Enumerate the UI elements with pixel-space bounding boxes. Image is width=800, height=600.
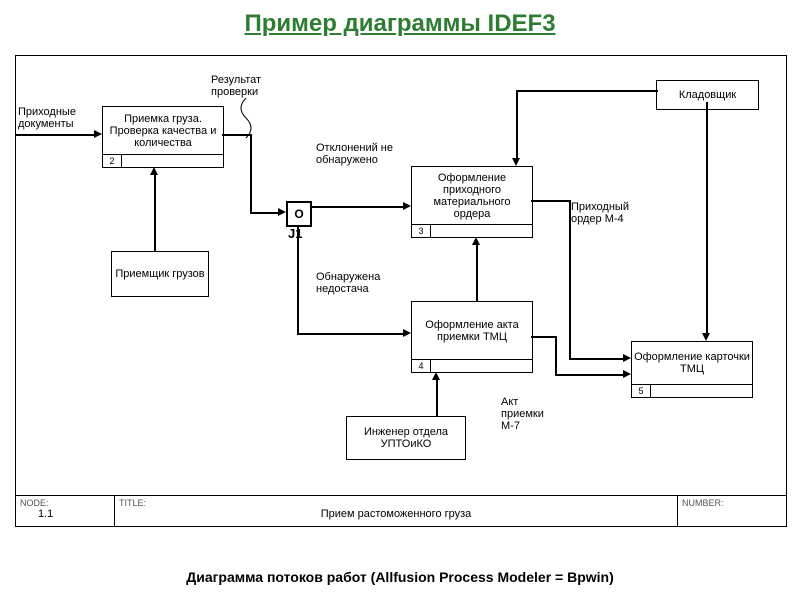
footer-title-label: TITLE: bbox=[119, 498, 673, 508]
arrow bbox=[531, 200, 571, 202]
junction-id: J1 bbox=[288, 226, 302, 241]
junction-j1: O bbox=[286, 201, 312, 227]
label-act-m7: Акт приемки М-7 bbox=[501, 396, 561, 432]
arrow bbox=[555, 374, 625, 376]
process-box-2: Приемка груза. Проверка качества и колич… bbox=[102, 106, 224, 168]
arrow-head bbox=[403, 202, 411, 210]
arrow-head bbox=[512, 158, 520, 166]
arrow-head bbox=[702, 333, 710, 341]
actor-engineer: Инженер отдела УПТОиКО bbox=[346, 416, 466, 460]
diagram-footer: NODE: 1.1 TITLE: Прием растоможенного гр… bbox=[16, 495, 786, 526]
arrow bbox=[569, 200, 571, 360]
arrow bbox=[706, 102, 708, 335]
arrow bbox=[476, 244, 478, 301]
arrow bbox=[531, 336, 557, 338]
label-order-m4: Приходный ордер М-4 bbox=[571, 201, 651, 225]
footer-node-label: NODE: bbox=[20, 498, 110, 508]
arrow-head bbox=[472, 237, 480, 245]
arrow bbox=[656, 90, 658, 92]
arrow bbox=[297, 333, 405, 335]
arrow-head bbox=[623, 354, 631, 362]
arrow bbox=[516, 90, 518, 160]
box-label: Оформление акта приемки ТМЦ bbox=[412, 302, 532, 359]
footer-title-value: Прием растоможенного груза bbox=[119, 508, 673, 520]
footer-number-label: NUMBER: bbox=[682, 498, 782, 508]
box-footer: 3 bbox=[412, 224, 532, 237]
footer-node-value: 1.1 bbox=[20, 508, 110, 520]
arrow-head bbox=[403, 329, 411, 337]
box-footer: 4 bbox=[412, 359, 532, 372]
arrow bbox=[516, 90, 656, 92]
box-id: 2 bbox=[103, 155, 122, 167]
arrow bbox=[154, 174, 156, 251]
arrow-head bbox=[623, 370, 631, 378]
process-box-3: Оформление приходного материального орде… bbox=[411, 166, 533, 238]
arrow-head bbox=[94, 130, 102, 138]
arrow-head bbox=[278, 208, 286, 216]
arrow bbox=[250, 212, 280, 214]
box-label: Оформление приходного материального орде… bbox=[412, 167, 532, 224]
arrow bbox=[569, 358, 625, 360]
label-shortage: Обнаружена недостача bbox=[316, 271, 406, 295]
label-check-result: Результат проверки bbox=[211, 74, 291, 98]
arrow bbox=[555, 336, 557, 376]
actor-receiver: Приемщик грузов bbox=[111, 251, 209, 297]
label-no-deviation: Отклонений не обнаружено bbox=[316, 142, 406, 166]
box-footer: 5 bbox=[632, 384, 752, 397]
arrow bbox=[297, 225, 299, 335]
arrow-head bbox=[150, 167, 158, 175]
label-input-docs: Приходные документы bbox=[18, 106, 98, 130]
box-footer: 2 bbox=[103, 154, 223, 167]
arrow bbox=[436, 379, 438, 416]
box-id: 3 bbox=[412, 225, 431, 237]
caption: Диаграмма потоков работ (Allfusion Proce… bbox=[0, 569, 800, 585]
arrow bbox=[310, 206, 405, 208]
box-id: 4 bbox=[412, 360, 431, 372]
box-id: 5 bbox=[632, 385, 651, 397]
box-label: Оформление карточки ТМЦ bbox=[632, 342, 752, 384]
arrow bbox=[250, 134, 252, 214]
arrow bbox=[16, 134, 96, 136]
squiggle-line bbox=[236, 98, 256, 138]
process-box-5: Оформление карточки ТМЦ 5 bbox=[631, 341, 753, 398]
box-label: Приемка груза. Проверка качества и колич… bbox=[103, 107, 223, 154]
diagram-frame: Приемка груза. Проверка качества и колич… bbox=[15, 55, 787, 527]
arrow-head bbox=[432, 372, 440, 380]
process-box-4: Оформление акта приемки ТМЦ 4 bbox=[411, 301, 533, 373]
page-title: Пример диаграммы IDEF3 bbox=[0, 0, 800, 48]
